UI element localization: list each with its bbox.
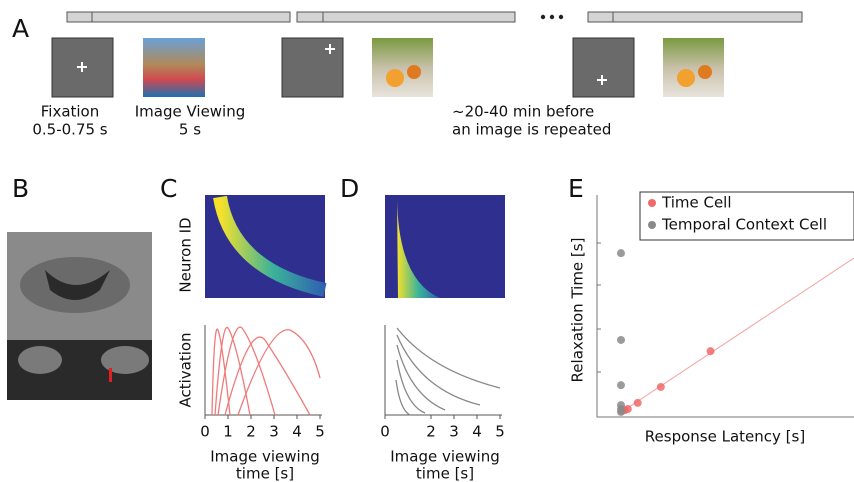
point: [624, 405, 632, 413]
fit-line: [620, 258, 854, 413]
legend-label: Time Cell: [661, 194, 732, 212]
panel-label: C: [160, 174, 177, 203]
axis-label: Image viewing: [390, 448, 499, 466]
legend-swatch: [648, 199, 656, 207]
x-tick-label: 4: [472, 423, 482, 441]
point: [657, 383, 665, 391]
ellipsis: [541, 15, 563, 19]
panel-label: B: [12, 174, 29, 203]
label: Image Viewing: [135, 103, 246, 121]
images: [143, 38, 724, 97]
label: 0.5-0.75 s: [32, 121, 107, 139]
figure: A Fixation 0.5-0.75 s Image Viewing 5 s …: [0, 0, 854, 482]
x-tick-label: 4: [292, 423, 302, 441]
panel-label: D: [340, 174, 359, 203]
label: 5 s: [179, 121, 201, 139]
axes: [385, 325, 502, 415]
heatmap: [205, 195, 325, 298]
x-tick-label: 3: [449, 423, 459, 441]
axis-label: Neuron ID: [177, 217, 195, 292]
axis-label: Response Latency [s]: [645, 428, 805, 446]
panel-label: A: [12, 14, 29, 43]
fixation-screens: [52, 38, 634, 97]
x-tick-label: 1: [223, 423, 233, 441]
axis-label: time [s]: [416, 465, 474, 482]
label: an image is repeated: [452, 121, 611, 139]
axis-label: time [s]: [236, 465, 294, 482]
activation-curves: [212, 327, 320, 415]
point: [617, 408, 625, 416]
x-tick-label: 2: [426, 423, 436, 441]
timeline: [67, 12, 802, 22]
label: ~20-40 min before: [452, 103, 594, 121]
point: [617, 336, 625, 344]
label: Fixation: [41, 103, 100, 121]
point: [634, 399, 642, 407]
legend-swatch: [648, 221, 656, 229]
legend-label: Temporal Context Cell: [661, 216, 827, 234]
axis-label: Relaxation Time [s]: [569, 238, 587, 383]
point: [617, 249, 625, 257]
axis-label: Image viewing: [210, 448, 319, 466]
panel-label: E: [568, 174, 584, 203]
heatmap: [385, 195, 505, 298]
scatter: Time Cell Temporal Context Cell: [617, 194, 827, 416]
x-tick-label: 0: [380, 423, 390, 441]
activation-curves: [396, 328, 500, 415]
x-tick-label: 5: [495, 423, 505, 441]
axis-label: Activation: [177, 332, 195, 407]
x-tick-label: 2: [246, 423, 256, 441]
point: [707, 347, 715, 355]
x-tick-label: 0: [200, 423, 210, 441]
point: [617, 381, 625, 389]
mri: [7, 232, 152, 400]
x-tick-label: 5: [315, 423, 325, 441]
x-tick-label: 3: [269, 423, 279, 441]
